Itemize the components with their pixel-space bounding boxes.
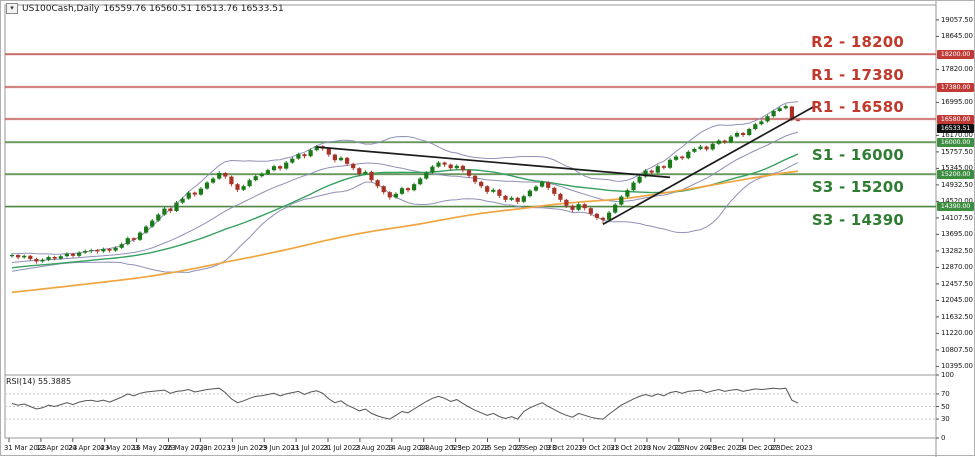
- bollinger-upper-band: [11, 101, 799, 255]
- rsi-indicator-label: RSI(14) 55.3885: [6, 377, 72, 386]
- date-label: 10 Nov 2023: [642, 444, 685, 452]
- rsi-scale-label: 100: [941, 371, 954, 379]
- bollinger-middle-band: [11, 131, 799, 263]
- sr-level-label: R2 - 18200: [811, 33, 904, 51]
- price-tick-label: 14932.50: [941, 181, 973, 189]
- candles-layer: [9, 104, 801, 264]
- price-tick-label: 10807.50: [941, 346, 973, 354]
- bollinger-lower-band: [11, 162, 799, 273]
- descending-trendline[interactable]: [316, 146, 671, 179]
- rsi-scale-label: 30: [941, 415, 950, 423]
- date-label: 27 Dec 2023: [770, 444, 813, 452]
- symbol-timeframe-label: US100Cash,Daily: [22, 3, 100, 14]
- date-label: 27 Sep 2023: [514, 444, 557, 452]
- date-label: 12 Apr 2023: [36, 444, 78, 452]
- price-badge: 18200.00: [937, 50, 974, 59]
- price-tick-label: 16170.00: [941, 131, 973, 139]
- date-label: 19 Jun 2023: [227, 444, 267, 452]
- ma-slow-line: [11, 170, 799, 294]
- date-label: 9 Oct 2023: [546, 444, 583, 452]
- price-tick-label: 13695.00: [941, 230, 973, 238]
- price-tick-label: 18645.00: [941, 32, 973, 40]
- price-badge: 16580.00: [937, 115, 974, 124]
- rsi-scale-label: 50: [941, 403, 950, 411]
- price-tick-label: 14520.00: [941, 197, 973, 205]
- rsi-scale-label: 70: [941, 390, 950, 398]
- price-tick-label: 15345.00: [941, 164, 973, 172]
- rsi-line: [11, 387, 799, 420]
- price-tick-label: 11220.00: [941, 329, 973, 337]
- price-badge: 16533.51: [937, 124, 974, 133]
- date-label: 31 Mar 2023: [4, 444, 47, 452]
- date-label: 11 Jul 2023: [291, 444, 329, 452]
- date-label: 5 Sep 2023: [451, 444, 489, 452]
- date-label: 2 Aug 2023: [355, 444, 394, 452]
- price-tick-label: 12870.00: [941, 263, 973, 271]
- ma-fast-line: [11, 153, 799, 269]
- trendlines-layer: [316, 106, 814, 225]
- price-tick-label: 14107.50: [941, 214, 973, 222]
- date-label: 19 Oct 2023: [578, 444, 620, 452]
- sr-level-label: S1 - 16000: [811, 146, 904, 164]
- date-label: 4 May 2023: [100, 444, 140, 452]
- date-label: 24 Apr 2023: [68, 444, 110, 452]
- date-label: 16 May 2023: [132, 444, 176, 452]
- date-label: 22 Nov 2023: [674, 444, 717, 452]
- price-tick-label: 16995.00: [941, 98, 973, 106]
- price-badge: 14390.00: [937, 202, 974, 211]
- price-badge: 16000.00: [937, 138, 974, 147]
- date-label: 4 Dec 2023: [706, 444, 745, 452]
- sr-level-label: R1 - 16580: [811, 98, 904, 116]
- price-tick-label: 15757.50: [941, 148, 973, 156]
- chart-title-bar: ▾ US100Cash,Daily 16559.76 16560.51 1651…: [6, 3, 284, 14]
- date-label: 15 Sep 2023: [483, 444, 526, 452]
- price-badge: 17380.00: [937, 83, 974, 92]
- price-tick-label: 19057.50: [941, 16, 973, 24]
- rsi-scale-label: 0: [941, 434, 946, 442]
- sr-level-label: R1 - 17380: [811, 66, 904, 84]
- price-badge: 15200.00: [937, 170, 974, 179]
- price-tick-label: 12457.50: [941, 280, 973, 288]
- sr-level-label: S3 - 15200: [811, 178, 904, 196]
- symbol-dropdown-icon[interactable]: ▾: [6, 3, 18, 14]
- price-tick-label: 12045.00: [941, 296, 973, 304]
- support-resistance-layer: [5, 53, 936, 208]
- date-label: 21 Jul 2023: [323, 444, 361, 452]
- price-tick-label: 13282.50: [941, 247, 973, 255]
- date-label: 7 Jun 2023: [195, 444, 231, 452]
- date-label: 26 May 2023: [164, 444, 208, 452]
- pane-border: [4, 4, 937, 439]
- ohlc-values-label: 16559.76 16560.51 16513.76 16533.51: [103, 3, 284, 14]
- sr-level-label: S3 - 14390: [811, 211, 904, 229]
- date-label: 14 Dec 2023: [738, 444, 781, 452]
- ascending-trendline[interactable]: [602, 106, 814, 225]
- date-label: 31 Oct 2023: [610, 444, 652, 452]
- price-tick-label: 10395.00: [941, 362, 973, 370]
- date-label: 24 Aug 2023: [419, 444, 462, 452]
- date-label: 29 Jun 2023: [259, 444, 299, 452]
- price-tick-label: 17820.00: [941, 65, 973, 73]
- price-tick-label: 11632.50: [941, 313, 973, 321]
- date-label: 14 Aug 2023: [387, 444, 430, 452]
